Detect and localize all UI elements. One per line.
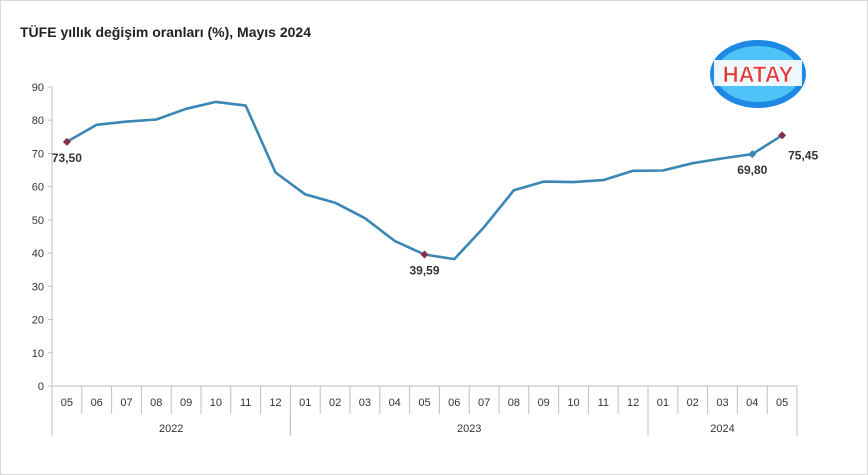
x-tick-label: 09 [180,397,192,409]
year-label: 2023 [457,423,481,435]
data-label: 75,45 [788,148,818,162]
y-tick-label: 50 [32,215,44,227]
data-label: 39,59 [409,263,439,277]
y-tick-label: 20 [32,315,44,327]
x-tick-label: 04 [389,397,401,409]
x-tick-label: 02 [329,397,341,409]
x-tick-label: 08 [150,397,162,409]
svg-text:HATAY: HATAY [723,62,794,87]
x-tick-label: 09 [538,397,550,409]
x-tick-label: 10 [567,397,579,409]
data-label: 69,80 [737,163,767,177]
chart-title: TÜFE yıllık değişim oranları (%), Mayıs … [20,24,311,40]
x-tick-label: 06 [91,397,103,409]
x-tick-label: 12 [627,397,639,409]
highlight-marker [62,137,71,146]
x-tick-label: 10 [210,397,222,409]
year-label: 2022 [159,423,183,435]
x-tick-label: 03 [359,397,371,409]
y-tick-label: 90 [32,82,44,94]
data-label: 73,50 [52,151,82,165]
x-tick-label: 01 [657,397,669,409]
x-tick-label: 05 [418,397,430,409]
x-tick-label: 02 [687,397,699,409]
x-tick-label: 06 [448,397,460,409]
highlight-marker [420,250,429,259]
x-tick-label: 03 [716,397,728,409]
x-tick-label: 08 [508,397,520,409]
x-tick-label: 11 [240,397,251,409]
x-tick-label: 12 [269,397,281,409]
highlight-marker [748,150,757,159]
series-line [66,100,783,261]
x-tick-label: 05 [776,397,788,409]
y-tick-label: 60 [32,182,44,194]
y-tick-label: 80 [32,115,44,127]
y-tick-label: 30 [32,281,44,293]
x-tick-label: 07 [478,397,490,409]
x-tick-label: 01 [299,397,311,409]
hatay-logo: HATAY [708,38,808,110]
y-tick-label: 40 [32,248,44,260]
highlight-marker [778,131,787,140]
x-tick-label: 07 [120,397,132,409]
year-label: 2024 [710,423,734,435]
x-tick-label: 11 [598,397,609,409]
x-tick-label: 04 [746,397,758,409]
y-tick-label: 0 [38,381,44,393]
y-tick-label: 10 [32,348,44,360]
y-tick-label: 70 [32,148,44,160]
x-tick-label: 05 [61,397,73,409]
